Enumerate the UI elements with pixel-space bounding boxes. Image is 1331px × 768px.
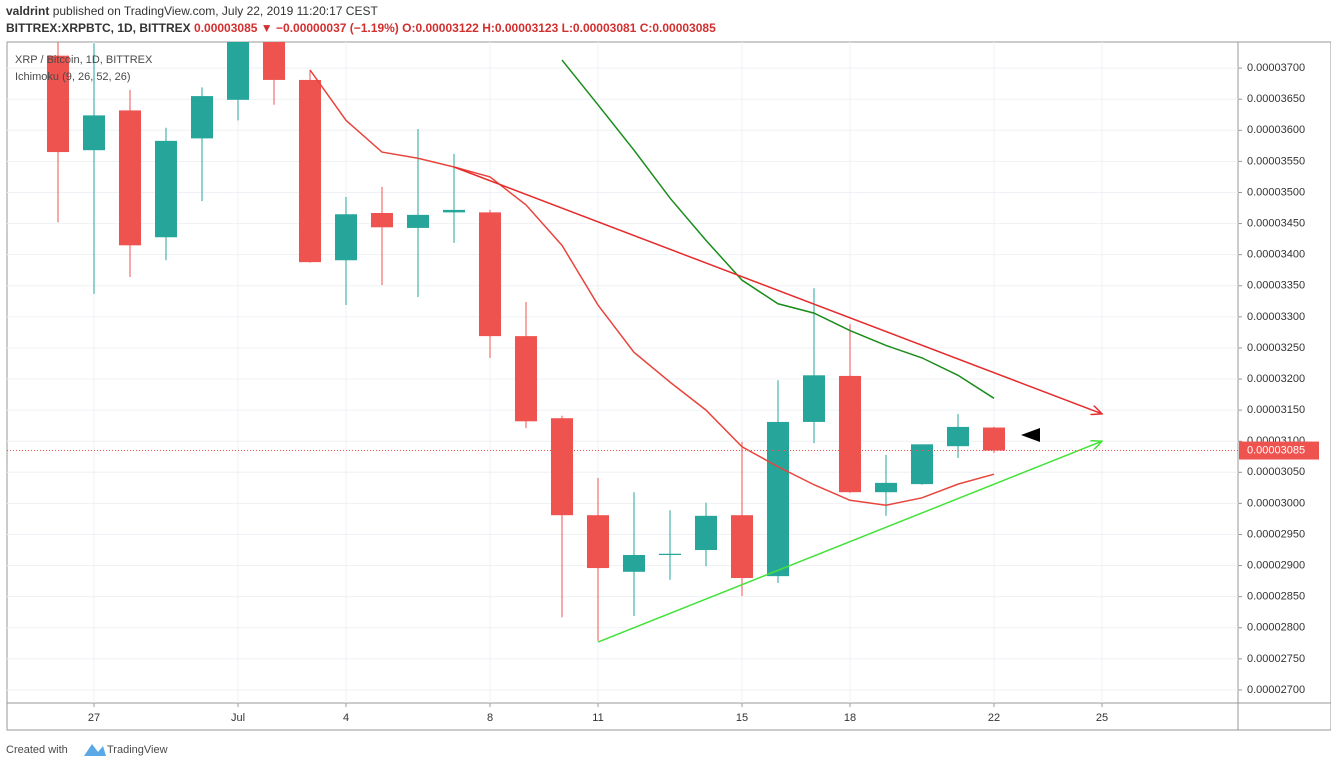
indicator-line <box>561 59 995 399</box>
candle-body <box>515 336 537 422</box>
candle-body <box>479 212 501 337</box>
candle-body <box>407 214 429 228</box>
y-tick-label: 0.00003000 <box>1247 497 1305 509</box>
x-tick-label: Jul <box>231 712 245 724</box>
footer-brand: TradingView <box>107 744 168 756</box>
author: valdrint <box>6 4 49 18</box>
x-tick-label: 4 <box>343 712 349 724</box>
candle-body <box>443 209 465 213</box>
candle-body <box>983 427 1005 451</box>
candle-body <box>191 96 213 139</box>
y-tick-label: 0.00002800 <box>1247 622 1305 634</box>
candle-body <box>947 426 969 447</box>
y-tick-label: 0.00003300 <box>1247 311 1305 323</box>
price-pointer <box>1021 428 1040 442</box>
y-tick-label: 0.00002900 <box>1247 559 1305 571</box>
candle-body <box>839 375 861 493</box>
candle-body <box>623 555 645 572</box>
legend-symbol: XRP / Bitcoin, 1D, BITTREX <box>15 54 153 66</box>
y-tick-label: 0.00003350 <box>1247 280 1305 292</box>
x-tick-label: 15 <box>736 712 748 724</box>
y-tick-label: 0.00002700 <box>1247 684 1305 696</box>
y-tick-label: 0.00003400 <box>1247 249 1305 261</box>
x-tick-label: 11 <box>592 712 603 724</box>
x-tick-label: 8 <box>487 712 493 724</box>
open: O:0.00003122 <box>402 21 479 35</box>
trendline <box>597 441 1102 643</box>
candle-body <box>47 55 69 153</box>
candle-body <box>227 42 249 100</box>
symbol-line: BITTREX:XRPBTC, 1D, BITTREX 0.00003085 ▼… <box>6 21 716 35</box>
change-arrow: ▼ <box>261 21 273 35</box>
candle-body <box>875 482 897 493</box>
candle-body <box>803 375 825 422</box>
y-tick-label: 0.00003450 <box>1247 217 1305 229</box>
legend-indicator: Ichimoku (9, 26, 52, 26) <box>15 71 131 83</box>
published: published on TradingView.com, July 22, 2… <box>53 4 379 18</box>
candle-body <box>299 79 321 263</box>
plot <box>7 42 1238 643</box>
y-tick-label: 0.00003500 <box>1247 186 1305 198</box>
candle-body <box>551 418 573 516</box>
y-tick-label: 0.00003150 <box>1247 404 1305 416</box>
y-tick-label: 0.00003200 <box>1247 373 1305 385</box>
y-tick-label: 0.00002850 <box>1247 591 1305 603</box>
indicator-line <box>309 69 995 507</box>
candle-body <box>335 214 357 261</box>
y-tick-label: 0.00003550 <box>1247 155 1305 167</box>
y-tick-label: 0.00002950 <box>1247 528 1305 540</box>
candle-body <box>911 444 933 485</box>
y-tick-label: 0.00003700 <box>1247 62 1305 74</box>
y-tick-label: 0.00003050 <box>1247 466 1305 478</box>
high: H:0.00003123 <box>482 21 558 35</box>
candle-body <box>371 213 393 228</box>
frame <box>6 41 1331 731</box>
candle-body <box>587 515 609 569</box>
candle-body <box>155 140 177 238</box>
y-tick-label: 0.00003250 <box>1247 342 1305 354</box>
symbol: BITTREX:XRPBTC, 1D, BITTREX <box>6 21 191 35</box>
candle-body <box>263 42 285 80</box>
header-line: valdrint published on TradingView.com, J… <box>6 4 378 18</box>
x-tick-label: 22 <box>988 712 1000 724</box>
low: L:0.00003081 <box>562 21 637 35</box>
last-price-label: 0.00003085 <box>1247 444 1305 456</box>
y-tick-label: 0.00002750 <box>1247 653 1305 665</box>
logo <box>84 744 106 756</box>
trendline <box>453 166 1102 414</box>
x-tick-label: 25 <box>1096 712 1108 724</box>
candle-body <box>119 110 141 246</box>
x-tick-label: 27 <box>88 712 100 724</box>
candle-body <box>695 515 717 551</box>
grid <box>7 42 1238 703</box>
candle-body <box>659 553 681 556</box>
candle-body <box>767 421 789 577</box>
x-tick-label: 18 <box>844 712 856 724</box>
footer-created: Created with <box>6 744 68 756</box>
y-tick-label: 0.00003600 <box>1247 124 1305 136</box>
candle-body <box>83 115 105 151</box>
y-tick-label: 0.00003650 <box>1247 93 1305 105</box>
change: −0.00000037 (−1.19%) <box>276 21 399 35</box>
last: 0.00003085 <box>194 21 258 35</box>
close: C:0.00003085 <box>640 21 716 35</box>
last-price-box <box>1239 441 1319 460</box>
candle-body <box>731 515 753 579</box>
